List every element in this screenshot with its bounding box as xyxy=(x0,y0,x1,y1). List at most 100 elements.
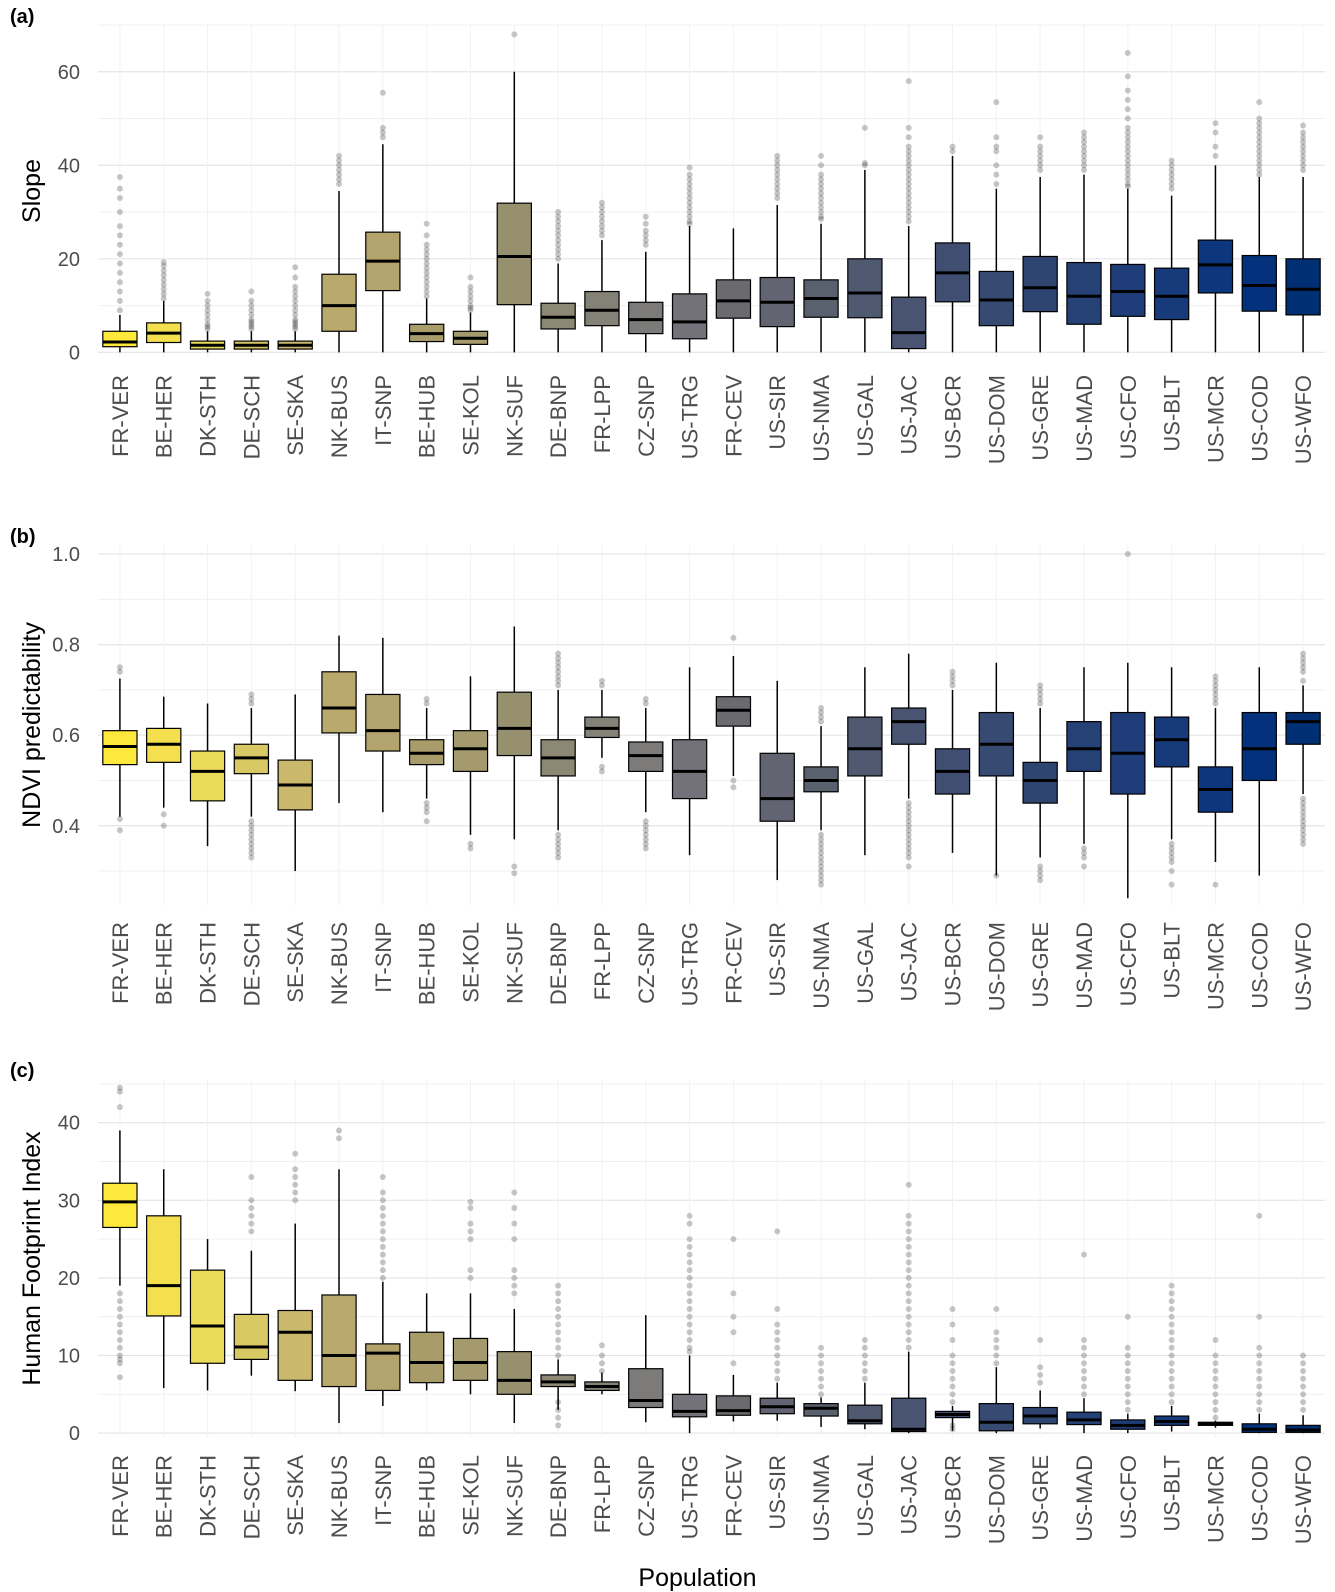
outlier-point xyxy=(993,1360,1000,1367)
outlier-point xyxy=(905,157,912,164)
outlier-point xyxy=(467,1198,474,1205)
box-US-BCR xyxy=(934,143,971,353)
outlier-point xyxy=(686,199,693,206)
x-tick-label: US-WFO xyxy=(1291,1455,1316,1544)
box-US-BCR xyxy=(934,668,971,853)
outlier-point xyxy=(774,166,781,173)
outlier-point xyxy=(905,822,912,829)
box-FR-LPP xyxy=(584,1342,620,1395)
x-tick-label: US-DOM xyxy=(984,922,1009,1011)
outlier-point xyxy=(1080,157,1087,164)
outlier-point xyxy=(1168,1383,1175,1390)
panel-label-c: (c) xyxy=(10,1060,35,1082)
box-body xyxy=(671,1393,708,1418)
outlier-point xyxy=(1124,138,1131,145)
box-US-TRG xyxy=(671,164,708,353)
outlier-point xyxy=(116,279,123,286)
outlier-point xyxy=(423,293,430,300)
outlier-point xyxy=(1212,682,1219,689)
x-tick-label: US-DOM xyxy=(984,375,1009,464)
outlier-point xyxy=(598,1342,605,1349)
box-US-NMA xyxy=(803,705,839,888)
outlier-point xyxy=(774,190,781,197)
panel-c: 0 10 20 30 40 Human Footprint Index FR-VER BE-H… xyxy=(18,1080,1325,1592)
outlier-point xyxy=(423,700,430,707)
outlier-point xyxy=(1124,73,1131,80)
outlier-point xyxy=(1037,686,1044,693)
outlier-point xyxy=(774,176,781,183)
box-US-BLT xyxy=(1153,157,1190,353)
outlier-point xyxy=(511,1205,518,1212)
x-tick-label: US-BLT xyxy=(1160,1455,1185,1532)
outlier-point xyxy=(1212,700,1219,707)
outlier-point xyxy=(1124,152,1131,159)
outlier-point xyxy=(160,272,167,279)
outlier-point xyxy=(818,171,825,178)
box-US-DOM xyxy=(978,662,1015,879)
outlier-point xyxy=(292,274,299,281)
outlier-point xyxy=(467,307,474,314)
box-DE-SCH xyxy=(233,288,270,353)
outlier-point xyxy=(993,872,1000,879)
outlier-point xyxy=(116,1336,123,1343)
box-body xyxy=(1153,267,1190,321)
outlier-point xyxy=(555,1344,562,1351)
outlier-point xyxy=(511,1220,518,1227)
outlier-point xyxy=(1124,1399,1131,1406)
outlier-point xyxy=(730,1290,737,1297)
x-tick-label: DK-STH xyxy=(196,375,221,457)
outlier-point xyxy=(1124,1406,1131,1413)
outlier-point xyxy=(1168,1290,1175,1297)
outlier-point xyxy=(116,664,123,671)
outlier-point xyxy=(861,159,868,166)
outlier-point xyxy=(1256,162,1263,169)
x-tick-label: DE-BNP xyxy=(546,375,571,458)
outlier-point xyxy=(1300,134,1307,141)
outlier-point xyxy=(818,858,825,865)
outlier-point xyxy=(818,881,825,888)
outlier-point xyxy=(1212,1368,1219,1375)
outlier-point xyxy=(116,251,123,258)
box-CZ-SNP xyxy=(628,695,664,852)
outlier-point xyxy=(1256,124,1263,131)
outlier-point xyxy=(774,1375,781,1382)
box-US-MCR xyxy=(1197,673,1234,888)
box-IT-SNP xyxy=(365,89,401,353)
outlier-point xyxy=(467,1274,474,1281)
outlier-point xyxy=(555,213,562,220)
outlier-point xyxy=(423,800,430,807)
outlier-point xyxy=(1300,162,1307,169)
outlier-point xyxy=(1080,1360,1087,1367)
outlier-point xyxy=(905,836,912,843)
box-CZ-SNP xyxy=(628,213,664,353)
outlier-point xyxy=(1300,650,1307,657)
outlier-point xyxy=(1300,1375,1307,1382)
outlier-point xyxy=(905,209,912,216)
outlier-point xyxy=(1256,1368,1263,1375)
x-tick-label: US-MAD xyxy=(1072,375,1097,462)
outlier-point xyxy=(905,180,912,187)
x-tick-label: US-TRG xyxy=(678,1455,703,1539)
outlier-point xyxy=(1124,1368,1131,1375)
outlier-point xyxy=(248,311,255,318)
outlier-point xyxy=(774,180,781,187)
outlier-point xyxy=(686,1220,693,1227)
box-US-BLT xyxy=(1153,667,1190,888)
outlier-point xyxy=(379,1243,386,1250)
box-body xyxy=(321,1294,357,1388)
box-US-GRE xyxy=(1022,134,1058,353)
outlier-point xyxy=(116,668,123,675)
y-tick-label: 0.8 xyxy=(52,635,80,657)
outlier-point xyxy=(555,849,562,856)
outlier-point xyxy=(1256,1212,1263,1219)
outlier-point xyxy=(1212,1406,1219,1413)
outlier-point xyxy=(423,260,430,267)
outlier-point xyxy=(116,1305,123,1312)
outlier-point xyxy=(1168,1282,1175,1289)
outlier-point xyxy=(1124,143,1131,150)
outlier-point xyxy=(116,1290,123,1297)
outlier-point xyxy=(555,659,562,666)
outlier-point xyxy=(1212,673,1219,680)
x-tick-label: SE-SKA xyxy=(283,375,308,456)
outlier-point xyxy=(248,827,255,834)
